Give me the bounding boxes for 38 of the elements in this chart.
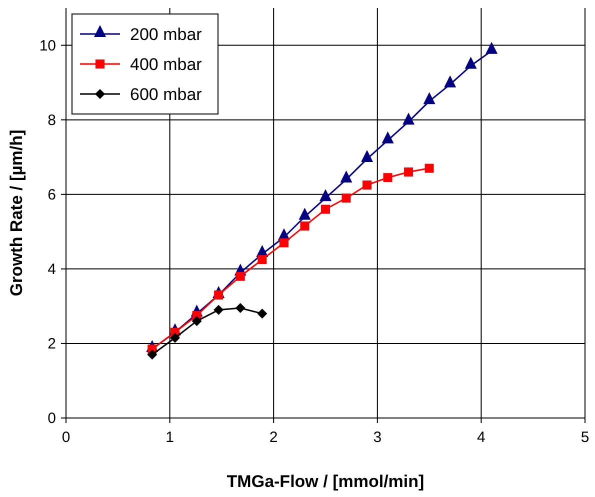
point <box>170 332 180 343</box>
y-axis-title: Growth Rate / [µm/h] <box>7 130 26 296</box>
point <box>236 272 245 281</box>
point <box>320 189 332 202</box>
point <box>402 112 415 125</box>
point <box>486 42 498 54</box>
x-tick-label: 4 <box>477 429 486 446</box>
point <box>382 131 394 144</box>
x-axis-title: TMGa-Flow / [mmol/min] <box>226 472 424 491</box>
y-tick-label: 8 <box>48 112 56 129</box>
point <box>214 304 224 315</box>
legend-label: 400 mbar <box>130 55 202 74</box>
legend-label: 600 mbar <box>130 85 202 104</box>
point <box>361 150 374 162</box>
point <box>258 255 267 264</box>
x-tick-label: 1 <box>166 429 174 446</box>
point <box>235 303 246 314</box>
point <box>192 316 202 326</box>
point <box>300 222 310 231</box>
y-tick-label: 6 <box>48 186 56 204</box>
x-tick-label: 0 <box>62 429 70 446</box>
y-tick-label: 4 <box>48 260 56 278</box>
legend-label: 200 mbar <box>130 25 202 44</box>
x-tick-label: 5 <box>580 429 590 446</box>
x-tick-label: 3 <box>373 429 382 446</box>
point <box>214 290 224 300</box>
y-tick-label: 0 <box>48 410 56 427</box>
point <box>444 75 456 88</box>
y-tick-label: 2 <box>48 335 56 352</box>
y-tick-label: 10 <box>39 37 56 54</box>
point <box>464 56 477 69</box>
point <box>423 92 436 104</box>
point <box>340 170 352 182</box>
point <box>279 238 288 248</box>
point <box>257 308 268 319</box>
point <box>321 204 330 214</box>
point <box>147 350 158 360</box>
x-tick-label: 2 <box>269 429 278 446</box>
